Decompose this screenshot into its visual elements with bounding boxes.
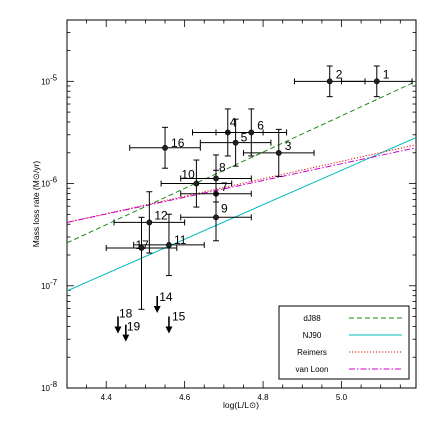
data-point-16: 16 <box>129 126 201 169</box>
model-lines <box>67 80 416 292</box>
point-marker <box>162 144 168 151</box>
y-tick-exponent: -7 <box>50 278 58 287</box>
point-label: 7 <box>221 180 228 194</box>
x-tick-label: 5.0 <box>336 393 348 402</box>
model-line-reimers <box>67 144 416 223</box>
data-point-9: 9 <box>180 193 252 242</box>
arrow-head <box>153 306 161 313</box>
point-marker <box>213 214 219 221</box>
point-label: 12 <box>154 208 168 222</box>
point-marker <box>166 241 172 248</box>
point-label: 6 <box>257 118 264 132</box>
upper-limit-14: 14 <box>153 290 173 313</box>
upper-limit-label: 19 <box>127 320 141 334</box>
legend: dJ88 NJ90 Reimers van Loon <box>278 305 410 380</box>
data-point-17: 17 <box>105 216 178 310</box>
point-label: 3 <box>285 139 292 153</box>
x-tick-label: 4.6 <box>179 393 191 402</box>
point-marker <box>193 180 200 187</box>
legend-box <box>278 305 410 380</box>
upper-limit-label: 14 <box>159 290 173 304</box>
upper-limit-label: 15 <box>172 309 186 323</box>
y-tick-label: 10 <box>41 282 50 291</box>
point-label: 5 <box>241 131 248 145</box>
point-marker <box>146 219 153 226</box>
legend-label: Reimers <box>297 348 327 357</box>
axis-ticks: 4.4 4.6 4.8 5.010-810-710-610-5 <box>41 20 416 402</box>
model-line-van-loon <box>67 147 416 223</box>
y-tick-exponent: -5 <box>50 73 58 82</box>
legend-label: dJ88 <box>303 314 321 323</box>
upper-limit-19: 19 <box>122 320 140 342</box>
data-point-3: 3 <box>242 128 315 177</box>
point-label: 4 <box>230 115 237 129</box>
legend-label: NJ90 <box>303 331 322 340</box>
point-label: 8 <box>219 160 226 174</box>
point-label: 1 <box>383 67 390 81</box>
model-line-dj88 <box>67 80 416 244</box>
point-label: 9 <box>221 201 228 215</box>
point-label: 11 <box>174 233 187 247</box>
x-tick-label: 4.4 <box>101 393 113 402</box>
upper-limit-label: 18 <box>119 306 133 320</box>
y-tick-label: 10 <box>41 77 50 86</box>
point-marker <box>213 175 219 182</box>
point-label: 2 <box>336 67 343 81</box>
upper-limit-15: 15 <box>165 309 186 334</box>
model-line-nj90 <box>67 137 416 292</box>
upper-limit-18: 18 <box>114 306 133 334</box>
point-marker <box>373 78 380 85</box>
point-marker <box>248 129 255 136</box>
y-tick-label: 10 <box>41 384 50 393</box>
y-tick-label: 10 <box>41 180 50 189</box>
point-label: 17 <box>136 238 150 252</box>
point-marker <box>232 139 239 146</box>
data-point-6: 6 <box>215 108 288 157</box>
x-axis-title: log(L/L⊙) <box>223 400 259 410</box>
arrow-head <box>114 326 122 334</box>
data-point-2: 2 <box>293 65 366 98</box>
y-axis-title: Mass loss rate (M⊙/yr) <box>31 161 41 248</box>
point-marker <box>275 149 282 156</box>
point-marker <box>326 78 333 85</box>
data-point-12: 12 <box>113 191 186 254</box>
data-point-11: 11 <box>133 213 205 277</box>
arrow-head <box>165 326 173 334</box>
data-point-10: 10 <box>160 159 233 208</box>
arrow-head <box>122 334 130 342</box>
x-tick-label: 4.8 <box>258 393 270 402</box>
data-point-8: 8 <box>180 154 252 203</box>
data-point-5: 5 <box>199 118 272 167</box>
point-marker <box>138 245 145 251</box>
y-tick-exponent: -8 <box>50 380 58 389</box>
point-label: 10 <box>181 168 195 182</box>
legend-label: van Loon <box>296 365 329 374</box>
point-label: 16 <box>171 136 185 150</box>
y-tick-exponent: -6 <box>50 176 58 185</box>
